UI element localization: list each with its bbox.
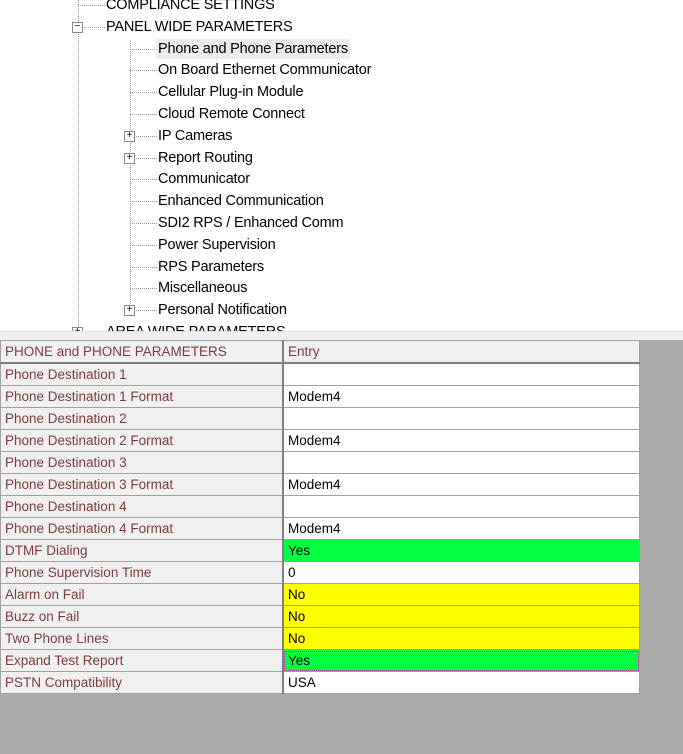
grid-row-name: Phone Destination 2 Format bbox=[0, 429, 284, 452]
grid-row-name: Phone Destination 1 bbox=[0, 362, 284, 386]
tree-item[interactable]: Communicator bbox=[158, 171, 250, 188]
grid-row-name: Phone Destination 3 bbox=[0, 451, 284, 474]
grid-row-value[interactable] bbox=[282, 451, 640, 474]
grid-row[interactable]: Phone Destination 1 Format Modem4 bbox=[0, 385, 640, 408]
grid-row-name: DTMF Dialing bbox=[0, 539, 284, 562]
grid-row[interactable]: Phone Destination 1 bbox=[0, 362, 640, 386]
grid-row-value[interactable]: Yes bbox=[282, 649, 640, 672]
grid-row[interactable]: Phone Destination 3 bbox=[0, 451, 640, 474]
grid-row[interactable]: DTMF Dialing Yes bbox=[0, 539, 640, 562]
tree-connector bbox=[78, 0, 79, 331]
grid-row-value[interactable]: Modem4 bbox=[282, 473, 640, 496]
tree-connector bbox=[78, 26, 105, 28]
tree-connector bbox=[130, 70, 157, 72]
tree-connector bbox=[130, 266, 157, 268]
grid-row-value[interactable]: USA bbox=[282, 671, 640, 694]
grid-row-value[interactable] bbox=[282, 362, 640, 386]
grid-row[interactable]: Phone Destination 3 Format Modem4 bbox=[0, 473, 640, 496]
grid-header-entry: Entry bbox=[282, 340, 640, 364]
grid-row[interactable]: Phone Destination 2 bbox=[0, 407, 640, 430]
expand-icon[interactable]: + bbox=[72, 327, 83, 331]
tree-connector bbox=[130, 201, 157, 203]
tree-connector bbox=[130, 48, 157, 50]
grid-row-name: Phone Destination 1 Format bbox=[0, 385, 284, 408]
expand-icon[interactable]: + bbox=[124, 305, 135, 317]
grid-row-value[interactable]: No bbox=[282, 583, 640, 606]
tree-connector bbox=[130, 92, 157, 94]
tree-connector bbox=[130, 114, 157, 115]
tree-connector bbox=[130, 223, 157, 224]
tree-connector bbox=[78, 5, 105, 6]
expand-icon[interactable]: + bbox=[124, 130, 135, 142]
tree-item[interactable]: COMPLIANCE SETTINGS bbox=[106, 0, 275, 13]
grid-row-name: Alarm on Fail bbox=[0, 583, 284, 606]
grid-row-value[interactable] bbox=[282, 495, 640, 518]
grid-row[interactable]: Phone Destination 4 Format Modem4 bbox=[0, 517, 640, 540]
tree-item[interactable]: Phone and Phone Parameters bbox=[156, 38, 350, 59]
tree-connector bbox=[130, 288, 157, 290]
collapse-icon[interactable]: − bbox=[72, 21, 83, 33]
grid-row-value[interactable]: Modem4 bbox=[282, 385, 640, 408]
grid-row-name: Expand Test Report bbox=[0, 649, 284, 672]
grid-row-name: Phone Supervision Time bbox=[0, 561, 284, 584]
grid-row[interactable]: PSTN Compatibility USA bbox=[0, 671, 640, 694]
tree-item[interactable]: IP Cameras bbox=[158, 127, 233, 144]
tree-item[interactable]: On Board Ethernet Communicator bbox=[158, 62, 372, 79]
grid-row-name: Phone Destination 4 Format bbox=[0, 517, 284, 540]
grid-row[interactable]: Buzz on Fail No bbox=[0, 605, 640, 628]
grid-row[interactable]: Phone Destination 2 Format Modem4 bbox=[0, 429, 640, 452]
tree-connector bbox=[130, 135, 157, 137]
grid-row[interactable]: Phone Supervision Time 0 bbox=[0, 561, 640, 584]
grid-row[interactable]: Expand Test Report Yes bbox=[0, 649, 640, 672]
property-grid: PHONE and PHONE PARAMETERS Entry Phone D… bbox=[0, 340, 640, 694]
grid-row-value[interactable]: No bbox=[282, 605, 640, 628]
tree-connector bbox=[130, 179, 157, 181]
tree-item[interactable]: Personal Notification bbox=[158, 302, 287, 319]
tree-connector bbox=[130, 157, 157, 159]
tree-item[interactable]: PANEL WIDE PARAMETERS bbox=[106, 18, 293, 35]
grid-row-name: Phone Destination 3 Format bbox=[0, 473, 284, 496]
tree-connector bbox=[130, 40, 131, 311]
property-grid-area: PHONE and PHONE PARAMETERS Entry Phone D… bbox=[0, 340, 683, 754]
grid-row[interactable]: Two Phone Lines No bbox=[0, 627, 640, 650]
grid-header-row: PHONE and PHONE PARAMETERS Entry bbox=[0, 340, 640, 364]
grid-row-value[interactable]: Modem4 bbox=[282, 517, 640, 540]
grid-row-value[interactable]: Modem4 bbox=[282, 429, 640, 452]
tree-item[interactable]: Cellular Plug-in Module bbox=[158, 84, 304, 101]
grid-row-name: PSTN Compatibility bbox=[0, 671, 284, 694]
tree-item[interactable]: RPS Parameters bbox=[158, 258, 264, 275]
grid-row-name: Two Phone Lines bbox=[0, 627, 284, 650]
tree-item[interactable]: Power Supervision bbox=[158, 236, 276, 253]
expand-icon[interactable]: + bbox=[124, 152, 135, 164]
grid-row-value[interactable]: 0 bbox=[282, 561, 640, 584]
grid-row[interactable]: Alarm on Fail No bbox=[0, 583, 640, 606]
grid-row-name: Phone Destination 2 bbox=[0, 407, 284, 430]
tree-connector bbox=[130, 244, 157, 246]
tree-item[interactable]: Report Routing bbox=[158, 149, 253, 166]
grid-row-value[interactable]: Yes bbox=[282, 539, 640, 562]
tree-item[interactable]: AREA WIDE PARAMETERS bbox=[106, 322, 286, 331]
grid-row-value[interactable] bbox=[282, 407, 640, 430]
splitter[interactable] bbox=[0, 331, 683, 341]
grid-row-value[interactable]: No bbox=[282, 627, 640, 650]
grid-row[interactable]: Phone Destination 4 bbox=[0, 495, 640, 518]
settings-tree[interactable]: COMPLIANCE SETTINGS − PANEL WIDE PARAMETER… bbox=[0, 0, 683, 331]
tree-item[interactable]: Enhanced Communication bbox=[158, 193, 324, 210]
grid-row-name: Buzz on Fail bbox=[0, 605, 284, 628]
tree-item[interactable]: SDI2 RPS / Enhanced Comm bbox=[158, 215, 344, 231]
tree-connector bbox=[130, 310, 157, 312]
tree-item[interactable]: Cloud Remote Connect bbox=[158, 106, 305, 122]
grid-row-name: Phone Destination 4 bbox=[0, 495, 284, 518]
tree-item[interactable]: Miscellaneous bbox=[158, 280, 248, 297]
grid-header-name: PHONE and PHONE PARAMETERS bbox=[0, 340, 284, 364]
